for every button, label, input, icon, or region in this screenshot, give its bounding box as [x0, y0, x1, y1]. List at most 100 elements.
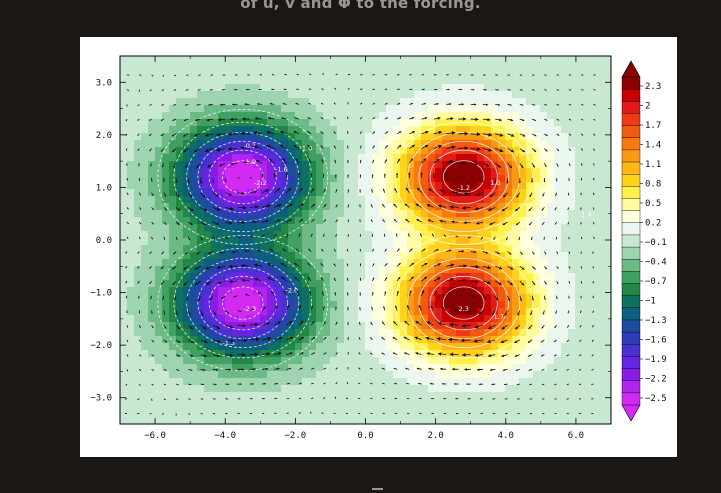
field-cell	[365, 168, 373, 176]
wind-vector-head	[242, 352, 247, 357]
field-cell	[386, 357, 394, 365]
field-cell	[603, 343, 611, 351]
field-cell	[281, 413, 289, 421]
field-cell	[141, 98, 149, 106]
field-cell	[589, 245, 597, 253]
field-cell	[267, 378, 275, 386]
wind-vector-head	[203, 222, 206, 225]
field-cell	[484, 196, 492, 204]
field-cell	[183, 126, 191, 134]
wind-vector-head	[214, 413, 216, 415]
field-cell	[596, 357, 604, 365]
field-cell	[141, 196, 149, 204]
field-cell	[603, 98, 611, 106]
wind-vector-head	[152, 223, 154, 225]
field-cell	[211, 126, 219, 134]
field-cell	[281, 98, 289, 106]
field-cell	[393, 196, 401, 204]
field-cell	[162, 133, 170, 141]
field-cell	[176, 175, 184, 183]
field-cell	[260, 406, 268, 414]
field-cell	[330, 357, 338, 365]
field-cell	[491, 420, 499, 424]
field-cell	[267, 329, 275, 337]
field-cell	[190, 154, 198, 162]
field-cell	[365, 266, 373, 274]
field-cell	[288, 315, 296, 323]
field-cell	[344, 273, 352, 281]
field-cell	[379, 224, 387, 232]
field-cell	[358, 133, 366, 141]
field-cell	[505, 399, 513, 407]
field-cell	[519, 308, 527, 316]
wind-vector	[247, 74, 250, 76]
field-cell	[435, 182, 443, 190]
field-cell	[148, 364, 156, 372]
wind-vector-head	[300, 203, 304, 207]
field-cell	[190, 301, 198, 309]
field-cell	[141, 161, 149, 169]
contour-line	[407, 258, 521, 349]
field-cell	[134, 182, 142, 190]
field-cell	[281, 210, 289, 218]
field-cell	[498, 238, 506, 246]
field-cell	[232, 133, 240, 141]
field-cell	[330, 315, 338, 323]
field-cell	[246, 259, 254, 267]
field-cell	[141, 266, 149, 274]
field-cell	[470, 154, 478, 162]
field-cell	[190, 322, 198, 330]
field-cell	[505, 336, 513, 344]
field-cell	[302, 308, 310, 316]
wind-vector	[200, 413, 203, 415]
field-cell	[470, 210, 478, 218]
field-cell	[260, 168, 268, 176]
field-cell	[498, 301, 506, 309]
field-cell	[575, 133, 583, 141]
field-cell	[197, 112, 205, 120]
field-cell	[372, 308, 380, 316]
wind-vector-head	[126, 164, 128, 166]
wind-vector-head	[126, 311, 128, 314]
field-cell	[547, 105, 555, 113]
field-cell	[225, 140, 233, 148]
wind-vector	[261, 306, 267, 311]
field-cell	[435, 217, 443, 225]
field-cell	[512, 70, 520, 78]
field-cell	[421, 119, 429, 127]
field-cell	[337, 329, 345, 337]
field-cell	[484, 406, 492, 414]
field-cell	[533, 203, 541, 211]
field-cell	[295, 315, 303, 323]
field-cell	[337, 287, 345, 295]
wind-vector-head	[276, 188, 280, 192]
field-cell	[344, 77, 352, 85]
field-cell	[589, 231, 597, 239]
field-cell	[463, 385, 471, 393]
wind-vector-head	[312, 337, 316, 340]
field-cell	[512, 245, 520, 253]
field-cell	[519, 378, 527, 386]
wind-vector	[323, 382, 326, 385]
field-cell	[218, 63, 226, 71]
field-cell	[176, 294, 184, 302]
field-cell	[351, 182, 359, 190]
field-cell	[547, 189, 555, 197]
wind-vector	[262, 412, 265, 414]
field-cell	[323, 231, 331, 239]
field-cell	[554, 210, 562, 218]
field-cell	[134, 112, 142, 120]
field-cell	[274, 203, 282, 211]
field-cell	[316, 364, 324, 372]
field-cell	[358, 77, 366, 85]
field-cell	[414, 301, 422, 309]
wind-vector-head	[178, 340, 181, 343]
field-cell	[428, 70, 436, 78]
wind-vector	[205, 280, 214, 285]
field-cell	[512, 119, 520, 127]
field-cell	[407, 273, 415, 281]
field-cell	[582, 273, 590, 281]
field-cell	[218, 336, 226, 344]
field-cell	[246, 322, 254, 330]
field-cell	[547, 203, 555, 211]
